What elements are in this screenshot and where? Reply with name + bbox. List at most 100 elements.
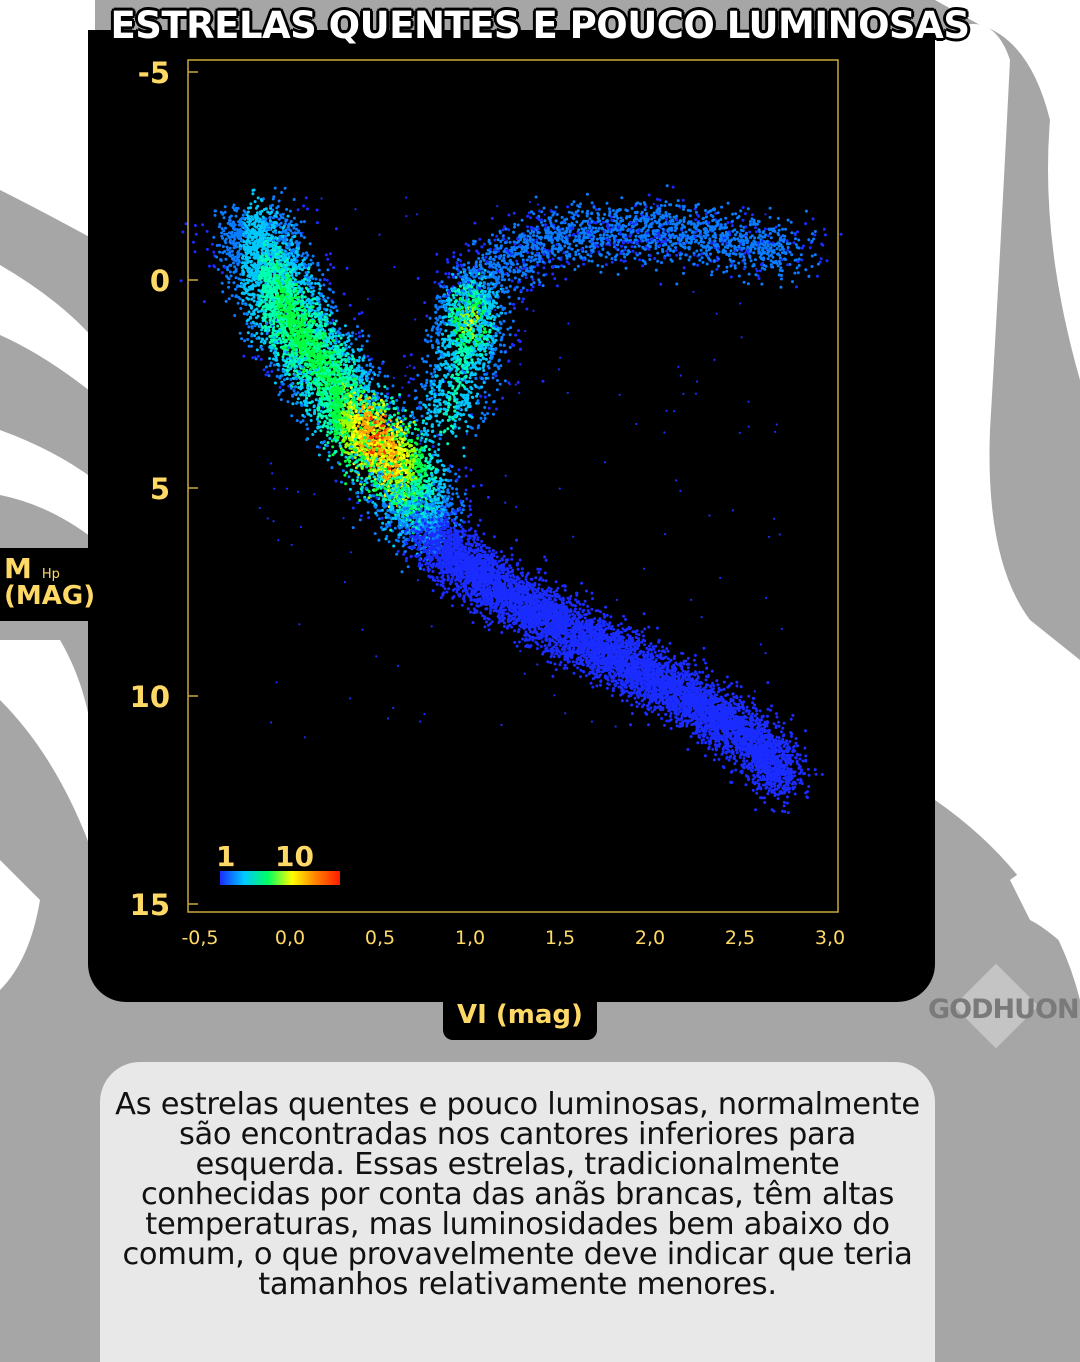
density-point — [308, 335, 312, 339]
density-point — [256, 196, 260, 200]
density-point — [313, 412, 316, 416]
density-point — [280, 320, 284, 324]
density-point — [341, 420, 345, 424]
density-point — [260, 337, 264, 341]
density-point — [298, 325, 302, 329]
density-point — [262, 208, 266, 211]
density-point — [338, 331, 342, 335]
density-point — [307, 310, 311, 314]
density-point — [212, 235, 216, 239]
density-point — [331, 339, 335, 343]
density-point — [324, 374, 328, 378]
density-point — [319, 400, 323, 404]
density-point — [269, 314, 273, 318]
density-point — [366, 406, 370, 410]
density-point — [284, 263, 288, 267]
density-point — [223, 205, 227, 209]
density-point — [272, 285, 276, 289]
density-point — [268, 357, 272, 360]
density-point — [300, 234, 303, 238]
density-point — [279, 308, 283, 312]
density-point — [356, 325, 359, 328]
density-point — [361, 358, 365, 361]
density-point — [302, 236, 306, 239]
density-points — [179, 184, 843, 815]
density-point — [236, 206, 240, 210]
density-point — [245, 261, 249, 265]
density-point — [228, 219, 232, 222]
density-point — [285, 274, 289, 278]
density-point — [259, 243, 263, 247]
density-point — [301, 252, 305, 256]
density-point — [314, 302, 318, 306]
density-point — [331, 453, 335, 457]
density-point — [279, 225, 283, 229]
density-point — [294, 289, 298, 293]
density-point — [278, 376, 282, 380]
density-point — [339, 428, 343, 432]
density-point — [303, 345, 307, 349]
density-point — [246, 231, 250, 234]
density-point — [280, 258, 284, 262]
density-point — [252, 312, 256, 316]
density-point — [344, 445, 348, 449]
density-point — [366, 376, 370, 380]
density-point — [334, 227, 338, 231]
density-point — [245, 252, 249, 256]
density-point — [233, 227, 237, 231]
density-point — [242, 284, 246, 288]
density-point — [257, 253, 260, 257]
density-point — [357, 364, 361, 368]
density-point — [216, 268, 220, 271]
density-point — [267, 268, 271, 272]
density-point — [346, 388, 349, 392]
density-point — [354, 427, 358, 430]
density-point — [356, 393, 360, 397]
density-point — [333, 422, 336, 426]
density-point — [263, 300, 267, 304]
density-point — [302, 220, 306, 224]
density-point — [304, 312, 308, 316]
density-point — [265, 279, 268, 283]
density-point — [292, 254, 295, 258]
density-point — [347, 360, 351, 364]
density-point — [264, 290, 268, 294]
density-point — [231, 256, 234, 260]
density-point — [298, 308, 302, 312]
density-point — [297, 280, 301, 284]
density-point — [343, 459, 347, 463]
density-point — [380, 392, 384, 396]
density-point — [242, 216, 246, 220]
density-point — [395, 398, 399, 402]
density-point — [344, 416, 347, 420]
density-point — [295, 419, 299, 423]
density-point — [253, 334, 257, 338]
density-point — [251, 237, 255, 241]
density-point — [280, 323, 283, 327]
density-point — [308, 392, 312, 396]
density-point — [311, 261, 315, 265]
density-point — [368, 399, 372, 403]
density-point — [281, 229, 285, 233]
density-point — [333, 322, 337, 326]
density-point — [326, 378, 330, 382]
density-point — [247, 273, 251, 277]
density-point — [318, 287, 322, 291]
density-point — [326, 441, 330, 445]
density-point — [318, 323, 322, 327]
density-point — [351, 331, 355, 335]
density-point — [268, 344, 272, 348]
density-point — [347, 418, 351, 422]
density-point — [350, 364, 354, 368]
density-point — [304, 398, 308, 402]
density-point — [305, 353, 309, 357]
density-point — [298, 370, 301, 373]
density-point — [259, 227, 263, 231]
density-point — [343, 473, 347, 477]
density-point — [282, 378, 286, 382]
density-point — [302, 330, 306, 334]
density-point — [262, 226, 266, 230]
density-point — [225, 252, 229, 256]
density-point — [360, 366, 364, 370]
density-point — [229, 274, 233, 278]
